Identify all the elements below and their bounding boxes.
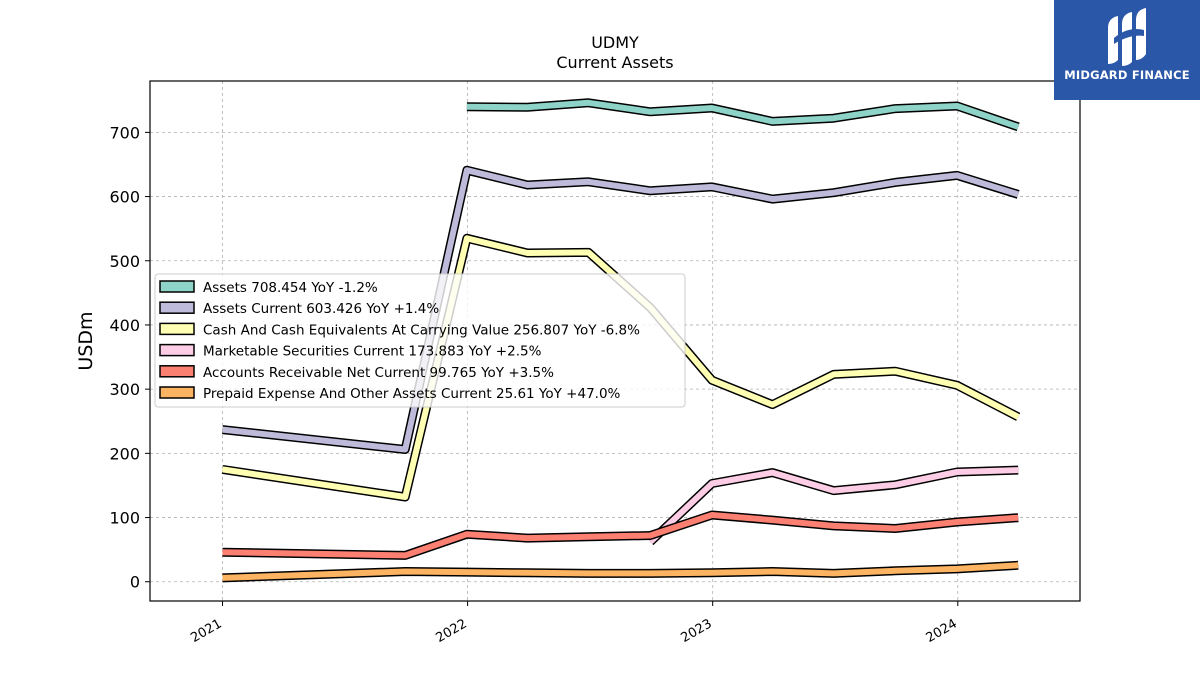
chart-title: UDMY bbox=[591, 33, 639, 52]
series-line bbox=[222, 512, 1019, 559]
y-tick-label: 500 bbox=[109, 252, 140, 271]
y-tick-label: 700 bbox=[109, 123, 140, 142]
y-axis-label: USDm bbox=[75, 311, 97, 370]
series-marketable-securities-current bbox=[647, 465, 1019, 546]
legend-swatch bbox=[159, 365, 195, 378]
series-outline bbox=[647, 465, 1019, 546]
x-tick-label: 2024 bbox=[924, 616, 960, 646]
x-axis: 2021 2022 2023 2024 bbox=[188, 601, 960, 646]
legend-label: Assets Current 603.426 YoY +1.4% bbox=[203, 301, 439, 317]
plot-frame bbox=[149, 80, 1081, 602]
y-tick-label: 200 bbox=[109, 444, 140, 463]
y-axis: 0 100 200 300 400 500 600 700 bbox=[109, 123, 150, 592]
legend-item: Prepaid Expense And Other Assets Current… bbox=[159, 386, 621, 402]
x-tick-label: 2023 bbox=[679, 616, 715, 646]
midgard-logo-icon bbox=[1108, 8, 1146, 66]
brand-logo: MIDGARD FINANCE bbox=[1054, 0, 1200, 100]
series-line bbox=[222, 562, 1019, 581]
legend-label: Marketable Securities Current 173.883 Yo… bbox=[203, 344, 542, 360]
series-assets-current bbox=[222, 165, 1020, 454]
legend-item: Assets Current 603.426 YoY +1.4% bbox=[159, 301, 439, 317]
legend-box bbox=[154, 273, 686, 408]
legend-swatch bbox=[159, 280, 195, 293]
legend-label: Accounts Receivable Net Current 99.765 Y… bbox=[203, 365, 554, 381]
legend-item: Accounts Receivable Net Current 99.765 Y… bbox=[159, 365, 554, 381]
legend-swatch bbox=[159, 386, 195, 399]
y-tick-label: 100 bbox=[109, 509, 140, 528]
brand-name: MIDGARD FINANCE bbox=[1064, 68, 1190, 82]
series-line bbox=[222, 167, 1020, 453]
legend-item: Assets 708.454 YoY -1.2% bbox=[159, 280, 378, 296]
x-tick-label: 2021 bbox=[188, 616, 224, 646]
legend-label: Assets 708.454 YoY -1.2% bbox=[203, 280, 378, 296]
chart-subtitle: Current Assets bbox=[556, 53, 673, 72]
legend-swatch bbox=[159, 322, 195, 336]
series-line bbox=[466, 99, 1020, 130]
legend-swatch bbox=[159, 301, 195, 314]
legend-item: Marketable Securities Current 173.883 Yo… bbox=[159, 343, 542, 360]
legend: Assets 708.454 YoY -1.2% Assets Current 6… bbox=[154, 273, 686, 408]
y-tick-label: 400 bbox=[109, 316, 140, 335]
x-tick-label: 2022 bbox=[433, 616, 469, 646]
series-prepaid-expense-and-other-assets-current bbox=[222, 560, 1019, 583]
y-tick-label: 300 bbox=[109, 380, 140, 399]
y-tick-label: 600 bbox=[109, 188, 140, 207]
legend-item: Cash And Cash Equivalents At Carrying Va… bbox=[159, 322, 640, 338]
y-tick-label: 0 bbox=[130, 573, 140, 592]
legend-label: Cash And Cash Equivalents At Carrying Va… bbox=[203, 322, 640, 338]
legend-items: Assets 708.454 YoY -1.2% Assets Current 6… bbox=[159, 280, 640, 402]
legend-label: Prepaid Expense And Other Assets Current… bbox=[203, 386, 621, 402]
series-line bbox=[648, 467, 1019, 545]
series-accounts-receivable-net-current bbox=[222, 510, 1019, 560]
series-assets bbox=[466, 98, 1020, 132]
legend-swatch bbox=[159, 343, 195, 357]
